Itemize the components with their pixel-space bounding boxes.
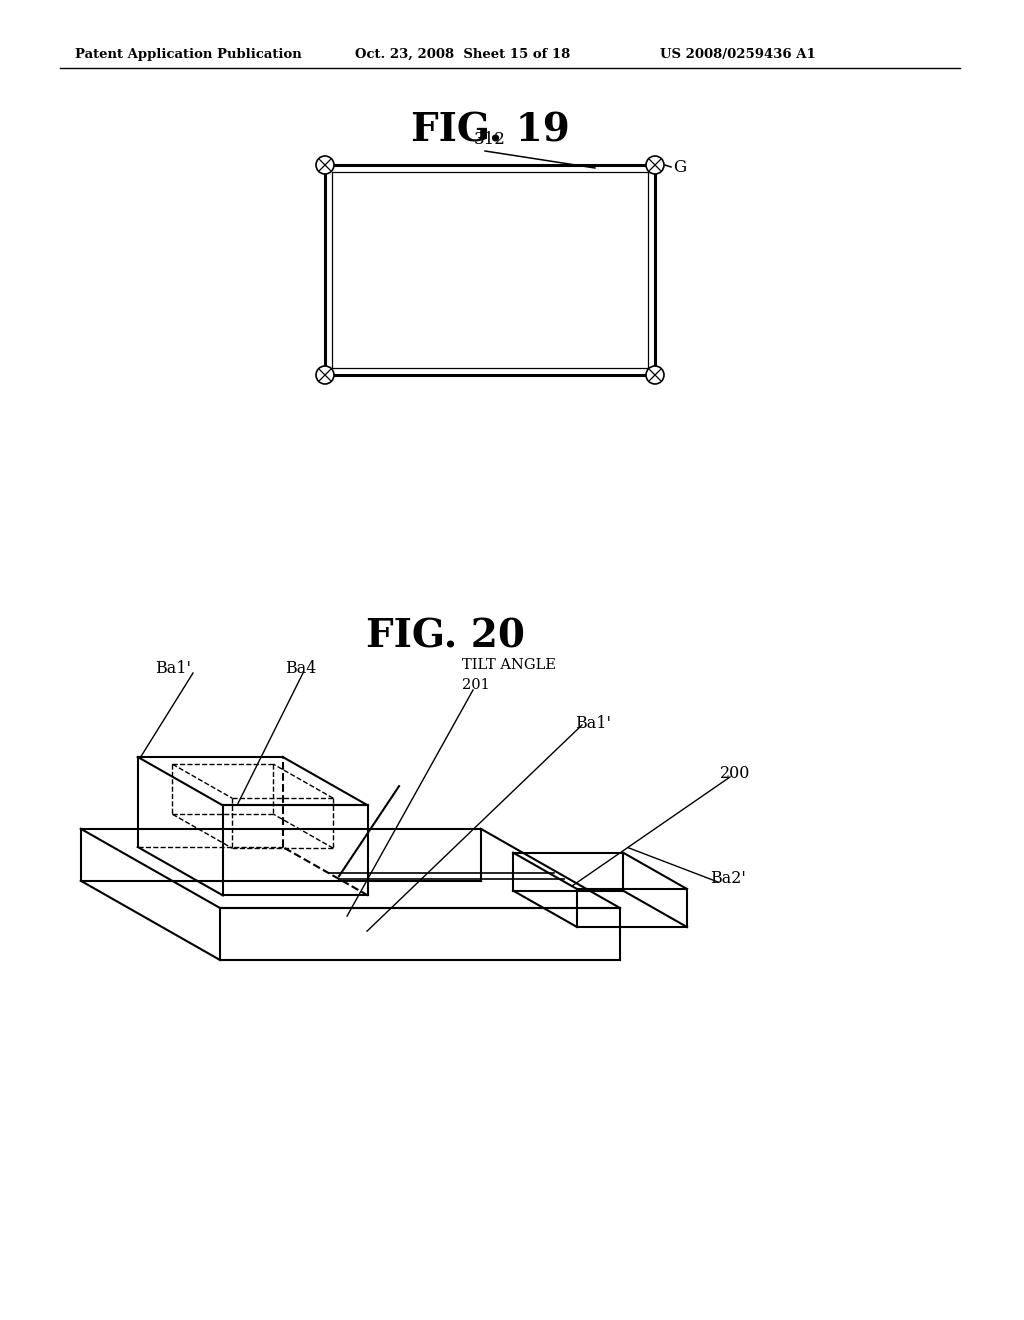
Text: Oct. 23, 2008  Sheet 15 of 18: Oct. 23, 2008 Sheet 15 of 18 bbox=[355, 48, 570, 61]
Text: FIG. 20: FIG. 20 bbox=[366, 618, 524, 656]
Bar bbox=[332, 172, 648, 368]
Circle shape bbox=[316, 156, 334, 174]
Text: 201: 201 bbox=[462, 678, 489, 692]
Text: G: G bbox=[673, 158, 686, 176]
Text: 312: 312 bbox=[474, 131, 506, 148]
Text: Ba4: Ba4 bbox=[285, 660, 316, 677]
Text: 200: 200 bbox=[720, 766, 751, 781]
Text: FIG. 19: FIG. 19 bbox=[411, 112, 569, 150]
Text: US 2008/0259436 A1: US 2008/0259436 A1 bbox=[660, 48, 816, 61]
Text: Ba2': Ba2' bbox=[710, 870, 745, 887]
Circle shape bbox=[646, 156, 664, 174]
Text: Ba1': Ba1' bbox=[155, 660, 191, 677]
Circle shape bbox=[646, 366, 664, 384]
Text: TILT ANGLE: TILT ANGLE bbox=[462, 657, 556, 672]
Circle shape bbox=[316, 366, 334, 384]
Text: Patent Application Publication: Patent Application Publication bbox=[75, 48, 302, 61]
Bar bbox=[325, 165, 655, 375]
Text: Ba1': Ba1' bbox=[575, 715, 611, 733]
